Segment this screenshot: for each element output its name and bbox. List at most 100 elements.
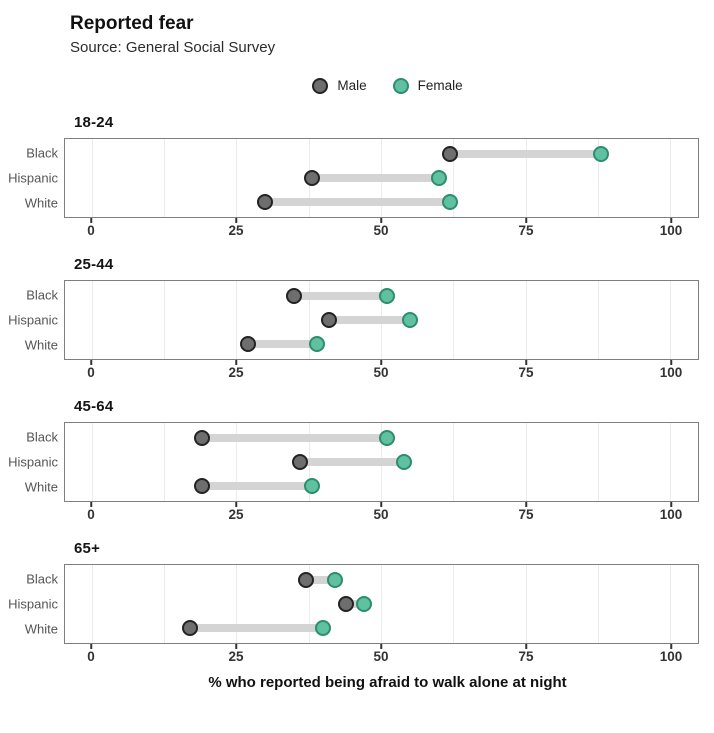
female-dot — [592, 145, 609, 162]
y-axis-labels: Black Hispanic White — [0, 138, 64, 218]
x-tick-label: 25 — [228, 648, 244, 664]
panels-container: 18-24 Black Hispanic White 0 25 50 75 100 25-44 Bl… — [0, 114, 714, 668]
gridline — [453, 280, 455, 359]
x-tick-mark — [235, 643, 237, 649]
female-dot-icon — [392, 77, 409, 94]
dumbbell-connector — [201, 481, 312, 490]
dumbbell-connector — [305, 575, 335, 584]
x-tick-mark — [670, 501, 672, 507]
x-tick-mark — [90, 359, 92, 365]
dumbbell-connector — [190, 623, 324, 632]
x-tick-label: 0 — [87, 648, 95, 664]
dumbbell-connector — [294, 291, 387, 300]
y-label-hispanic: Hispanic — [8, 596, 58, 612]
gridline — [453, 422, 455, 501]
female-dot — [303, 477, 320, 494]
gridline — [597, 422, 599, 501]
y-axis-labels: Black Hispanic White — [0, 422, 64, 502]
dumbbell-connector — [300, 457, 405, 466]
x-tick-mark — [670, 359, 672, 365]
x-tick-label: 50 — [373, 222, 389, 238]
gridline — [91, 280, 93, 359]
gridline — [597, 564, 599, 643]
y-label-white: White — [24, 195, 58, 211]
male-dot — [320, 311, 337, 328]
y-label-hispanic: Hispanic — [8, 454, 58, 470]
panel-body: Black Hispanic White — [0, 137, 714, 218]
gridline — [670, 138, 672, 217]
legend: Male Female — [70, 76, 705, 96]
x-tick-label: 50 — [373, 648, 389, 664]
x-tick-mark — [670, 217, 672, 223]
y-label-black: Black — [26, 145, 58, 161]
y-label-white: White — [24, 621, 58, 637]
x-tick-label: 25 — [228, 506, 244, 522]
y-label-hispanic: Hispanic — [8, 312, 58, 328]
male-dot — [297, 571, 314, 588]
legend-label-male: Male — [337, 78, 367, 94]
x-tick-label: 0 — [87, 222, 95, 238]
y-label-hispanic: Hispanic — [8, 170, 58, 186]
x-tick-label: 0 — [87, 506, 95, 522]
gridline — [597, 280, 599, 359]
x-tick-mark — [380, 359, 382, 365]
male-dot — [182, 619, 199, 636]
x-tick-mark — [380, 501, 382, 507]
dumbbell-connector — [450, 149, 601, 158]
x-axis-caption: % who reported being afraid to walk alon… — [208, 673, 567, 691]
gridline — [525, 138, 527, 217]
panel-45-64: 45-64 Black Hispanic White 0 25 50 75 100 — [0, 398, 714, 526]
x-tick-mark — [670, 643, 672, 649]
chart-subtitle: Source: General Social Survey — [70, 38, 276, 56]
y-label-white: White — [24, 337, 58, 353]
plot-area — [64, 137, 699, 218]
female-dot — [378, 429, 395, 446]
gridline — [381, 564, 382, 643]
panel-body: Black Hispanic White — [0, 421, 714, 502]
gridline — [670, 422, 672, 501]
x-tick-label: 100 — [659, 506, 683, 522]
legend-label-female: Female — [417, 78, 463, 94]
male-dot — [286, 287, 303, 304]
gridline — [236, 422, 238, 501]
panel-65+: 65+ Black Hispanic White 0 25 50 75 100 — [0, 540, 714, 668]
gridline — [164, 138, 166, 217]
x-tick-mark — [235, 359, 237, 365]
male-dot — [338, 595, 355, 612]
y-label-black: Black — [26, 571, 58, 587]
male-dot — [257, 193, 274, 210]
female-dot — [378, 287, 395, 304]
male-dot — [442, 145, 459, 162]
panel-title: 45-64 — [74, 397, 114, 415]
male-dot — [193, 429, 210, 446]
x-tick-label: 75 — [518, 364, 534, 380]
x-tick-mark — [525, 643, 527, 649]
panel-25-44: 25-44 Black Hispanic White 0 25 50 75 100 — [0, 256, 714, 384]
x-tick-mark — [525, 359, 527, 365]
x-tick-label: 75 — [518, 506, 534, 522]
gridline — [525, 422, 527, 501]
x-tick-mark — [525, 217, 527, 223]
gridline — [236, 138, 238, 217]
x-tick-mark — [90, 217, 92, 223]
x-axis: 0 25 50 75 100 — [64, 359, 699, 384]
female-dot — [326, 571, 343, 588]
gridline — [670, 280, 672, 359]
gridline — [597, 138, 599, 217]
male-dot — [240, 335, 257, 352]
panel-title: 25-44 — [74, 255, 114, 273]
gridline — [525, 564, 527, 643]
y-label-black: Black — [26, 287, 58, 303]
x-tick-label: 25 — [228, 222, 244, 238]
gridline — [164, 422, 166, 501]
gridline — [164, 564, 166, 643]
male-dot-icon — [312, 77, 329, 94]
male-dot — [292, 453, 309, 470]
female-dot — [401, 311, 418, 328]
x-tick-label: 50 — [373, 506, 389, 522]
x-tick-mark — [525, 501, 527, 507]
panel-body: Black Hispanic White — [0, 279, 714, 360]
female-dot — [430, 169, 447, 186]
x-tick-mark — [380, 643, 382, 649]
x-tick-label: 50 — [373, 364, 389, 380]
